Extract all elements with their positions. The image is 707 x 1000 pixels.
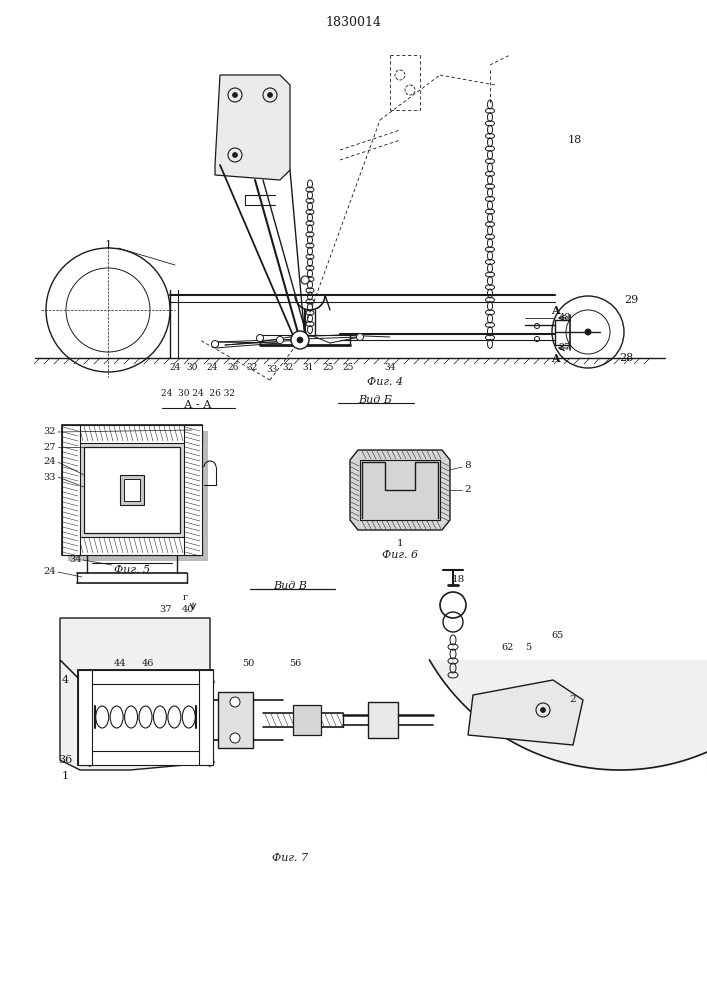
Text: 18: 18 xyxy=(568,135,582,145)
Circle shape xyxy=(276,336,284,344)
Bar xyxy=(78,670,213,765)
Bar xyxy=(62,425,80,555)
Polygon shape xyxy=(60,660,210,770)
Text: 33: 33 xyxy=(267,365,278,374)
Bar xyxy=(368,702,398,738)
Bar xyxy=(78,751,213,765)
Text: 27: 27 xyxy=(44,442,57,452)
Text: 56: 56 xyxy=(289,660,301,668)
Text: Вид Б: Вид Б xyxy=(358,395,392,405)
Text: 31: 31 xyxy=(303,363,314,372)
Text: 32: 32 xyxy=(246,363,257,372)
Bar xyxy=(184,425,202,555)
Text: 24: 24 xyxy=(206,363,218,372)
Polygon shape xyxy=(215,75,290,180)
Circle shape xyxy=(267,93,272,98)
Text: Фиг. 4: Фиг. 4 xyxy=(367,377,403,387)
Bar xyxy=(199,670,213,765)
Bar xyxy=(62,537,202,555)
Text: 40: 40 xyxy=(182,605,194,614)
Text: 32: 32 xyxy=(44,428,57,436)
Circle shape xyxy=(291,331,309,349)
Text: 48: 48 xyxy=(559,314,571,322)
Circle shape xyxy=(257,334,264,342)
Bar xyxy=(68,431,208,561)
Text: 33: 33 xyxy=(44,473,57,482)
Text: 28: 28 xyxy=(619,353,633,363)
Text: 24: 24 xyxy=(44,458,57,466)
Text: 50: 50 xyxy=(242,660,254,668)
Bar xyxy=(62,425,202,555)
Text: A: A xyxy=(551,304,559,316)
Bar xyxy=(84,447,180,533)
Text: 5: 5 xyxy=(525,644,531,652)
Circle shape xyxy=(230,697,240,707)
Text: 32: 32 xyxy=(282,363,293,372)
Text: 1: 1 xyxy=(397,540,403,548)
Text: 8: 8 xyxy=(464,460,472,470)
Text: 2: 2 xyxy=(570,696,576,704)
Circle shape xyxy=(211,340,218,348)
Polygon shape xyxy=(350,450,450,530)
Circle shape xyxy=(233,152,238,157)
Text: А - А: А - А xyxy=(185,400,212,410)
Bar xyxy=(120,475,144,505)
Text: 24: 24 xyxy=(44,568,57,576)
Text: 44: 44 xyxy=(114,660,127,668)
Text: 30: 30 xyxy=(187,363,198,372)
Text: Фиг. 5: Фиг. 5 xyxy=(114,565,150,575)
Bar xyxy=(78,670,92,765)
Text: 25: 25 xyxy=(342,363,354,372)
Polygon shape xyxy=(60,618,210,690)
Text: 62: 62 xyxy=(502,644,514,652)
Text: 46: 46 xyxy=(142,660,154,668)
Text: 29: 29 xyxy=(624,295,638,305)
Text: 25: 25 xyxy=(322,363,334,372)
Bar xyxy=(293,705,321,735)
Text: Вид В: Вид В xyxy=(273,581,307,591)
Circle shape xyxy=(540,708,546,712)
Text: 4: 4 xyxy=(62,675,69,685)
Text: 1: 1 xyxy=(62,771,69,781)
Circle shape xyxy=(297,337,303,343)
Polygon shape xyxy=(468,680,583,745)
Circle shape xyxy=(230,733,240,743)
Bar xyxy=(124,479,140,501)
Text: 27: 27 xyxy=(559,344,571,353)
Text: 65: 65 xyxy=(552,631,564,640)
Text: г: г xyxy=(182,593,187,602)
Circle shape xyxy=(356,334,363,340)
Circle shape xyxy=(585,329,591,335)
Bar xyxy=(218,692,253,748)
Text: 2: 2 xyxy=(464,486,472,494)
Text: 24  30 24  26 32: 24 30 24 26 32 xyxy=(161,388,235,397)
Text: Фиг. 6: Фиг. 6 xyxy=(382,550,418,560)
Text: 34: 34 xyxy=(385,363,396,372)
Text: 24: 24 xyxy=(169,363,181,372)
Bar xyxy=(78,670,213,684)
Bar xyxy=(62,425,202,443)
Circle shape xyxy=(301,276,309,284)
Text: 37: 37 xyxy=(159,605,171,614)
Circle shape xyxy=(233,93,238,98)
Text: A: A xyxy=(551,353,559,363)
Text: Фиг. 7: Фиг. 7 xyxy=(272,853,308,863)
Text: 1830014: 1830014 xyxy=(325,15,381,28)
Text: 1: 1 xyxy=(105,240,112,250)
Text: 18: 18 xyxy=(451,576,464,584)
Text: 34: 34 xyxy=(69,556,81,564)
Text: 26: 26 xyxy=(228,363,239,372)
Text: 36: 36 xyxy=(58,755,72,765)
